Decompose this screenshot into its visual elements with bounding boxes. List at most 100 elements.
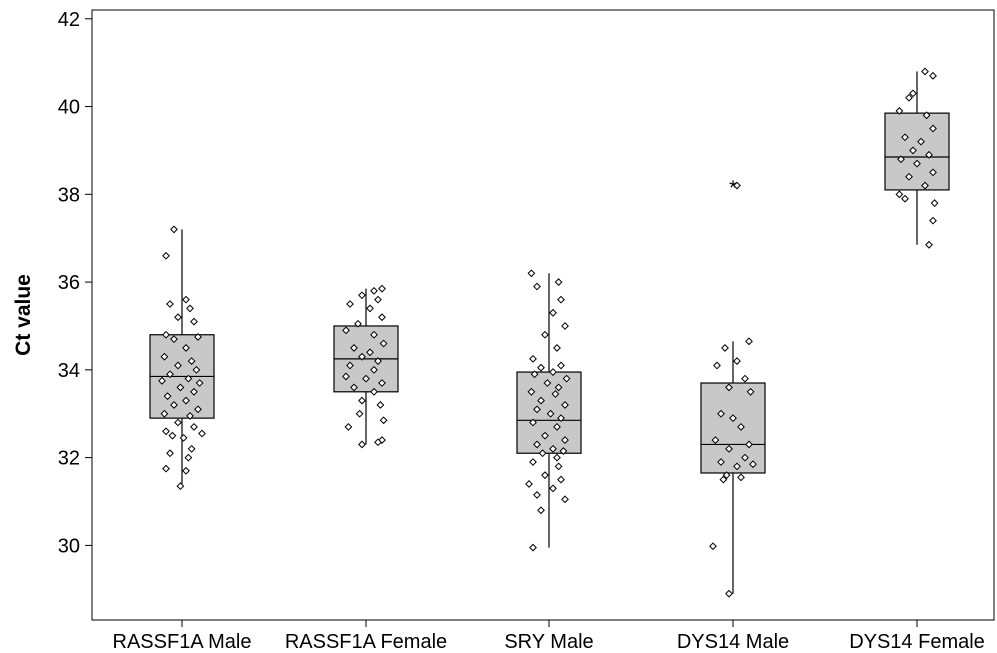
box-5: [884, 71, 950, 245]
data-point: [745, 337, 753, 346]
data-point: [557, 361, 565, 370]
outlier-marker: *: [729, 178, 737, 200]
data-point: [557, 295, 565, 304]
data-point: [194, 333, 202, 341]
data-point: [561, 436, 569, 444]
data-point: [174, 418, 182, 427]
x-category-label: RASSF1A Male: [113, 631, 252, 653]
data-point: [370, 330, 378, 339]
data-point: [379, 339, 388, 348]
data-point: [541, 330, 549, 339]
data-point: [549, 368, 557, 376]
data-point: [561, 322, 569, 330]
data-point: [195, 379, 204, 387]
data-point: [166, 449, 174, 458]
data-point: [374, 295, 382, 304]
data-point: [362, 374, 370, 383]
data-point: [170, 335, 178, 344]
data-point: [549, 308, 557, 317]
data-point: [745, 440, 753, 449]
data-point: [376, 401, 385, 409]
y-axis: 30 32 34 36 38 40 42: [58, 9, 92, 557]
data-point: [905, 93, 913, 102]
data-point: [192, 365, 201, 374]
data-point: [541, 471, 549, 480]
data-point: [559, 447, 568, 455]
data-point: [354, 319, 362, 328]
y-tick-label: 34: [58, 360, 80, 382]
data-point: [158, 376, 166, 385]
data-point: [901, 194, 909, 203]
data-point: [174, 313, 182, 322]
data-point: [529, 543, 537, 552]
data-point: [895, 107, 904, 115]
data-point: [921, 181, 929, 190]
data-point: [355, 409, 364, 418]
data-point: [905, 172, 913, 181]
data-point: [378, 284, 386, 293]
data-point: [561, 401, 569, 409]
data-point: [527, 387, 536, 396]
data-point: [374, 357, 382, 365]
data-point: [537, 506, 545, 515]
data-point: [537, 396, 545, 405]
data-point: [194, 405, 202, 414]
data-point: [895, 190, 904, 199]
x-axis: RASSF1A Male RASSF1A Female SRY Male DYS14 …: [113, 620, 985, 653]
data-point: [370, 286, 378, 295]
data-point: [741, 453, 749, 462]
data-point: [378, 313, 386, 322]
data-point: [370, 387, 378, 396]
data-point: [543, 379, 552, 387]
data-point: [358, 291, 366, 300]
data-point: [725, 589, 733, 598]
data-point: [897, 155, 905, 164]
x-category-label: RASSF1A Female: [285, 631, 447, 653]
data-point: [342, 372, 350, 381]
data-point: [190, 387, 198, 396]
data-point: [557, 414, 565, 423]
data-point: [553, 344, 561, 352]
data-point: [162, 427, 170, 436]
data-point: [709, 542, 717, 551]
data-point: [190, 317, 198, 326]
data-point: [358, 352, 366, 361]
data-point: [929, 168, 937, 177]
data-point: [378, 379, 386, 387]
data-point: [746, 387, 755, 396]
data-point: [160, 352, 169, 361]
data-point: [525, 480, 533, 488]
data-point: [553, 453, 561, 462]
data-point: [350, 344, 358, 352]
data-point: [166, 300, 174, 308]
data-point: [917, 137, 925, 146]
x-category-label: DYS14 Male: [677, 631, 789, 653]
data-point: [930, 199, 939, 208]
y-tick-label: 40: [58, 97, 80, 119]
data-point: [530, 370, 539, 379]
data-point: [184, 374, 193, 383]
x-category-label: DYS14 Female: [849, 631, 985, 653]
data-point: [162, 464, 170, 473]
data-point: [538, 449, 547, 458]
x-category-label: SRY Male: [504, 631, 593, 653]
data-point: [527, 269, 536, 278]
y-tick-label: 32: [58, 448, 80, 470]
data-point: [533, 405, 541, 414]
data-point: [551, 390, 560, 398]
data-point: [737, 422, 745, 431]
data-point: [370, 365, 378, 374]
data-point: [913, 159, 921, 168]
data-point: [925, 150, 933, 159]
data-point: [533, 491, 541, 499]
data-point: [549, 444, 557, 453]
data-point: [344, 422, 353, 431]
data-point: [342, 326, 350, 335]
y-axis-title: Ct value: [12, 274, 35, 356]
data-point: [182, 466, 190, 475]
data-point: [749, 460, 757, 469]
data-point: [722, 471, 731, 480]
data-point: [374, 438, 382, 447]
y-tick-label: 30: [58, 535, 80, 557]
